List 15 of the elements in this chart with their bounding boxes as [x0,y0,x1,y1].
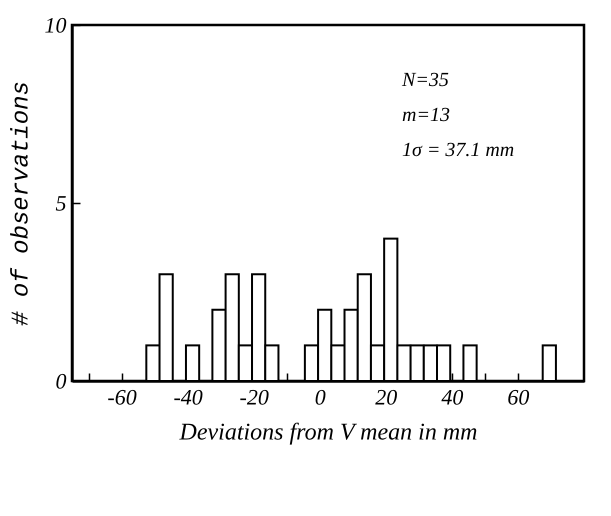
y-tick-label: 10 [44,12,66,38]
y-tick-label: 5 [56,190,66,216]
x-tick-label: 0 [314,384,326,410]
annotation: 1σ = 37.1 mm [402,139,514,161]
x-tick-label: 40 [441,384,464,410]
x-tick-label: 60 [507,384,530,410]
x-axis-title: Deviations from V mean in mm [178,420,478,446]
x-tick-label: -60 [107,384,137,410]
annotation: m=13 [402,104,450,126]
x-tick-label: -20 [240,384,269,410]
annotation: N=35 [401,69,449,91]
y-tick-label: 0 [56,368,66,394]
x-tick-label: 20 [375,384,398,410]
y-axis-title: # of observations [8,81,36,326]
x-tick-label: -40 [173,384,203,410]
